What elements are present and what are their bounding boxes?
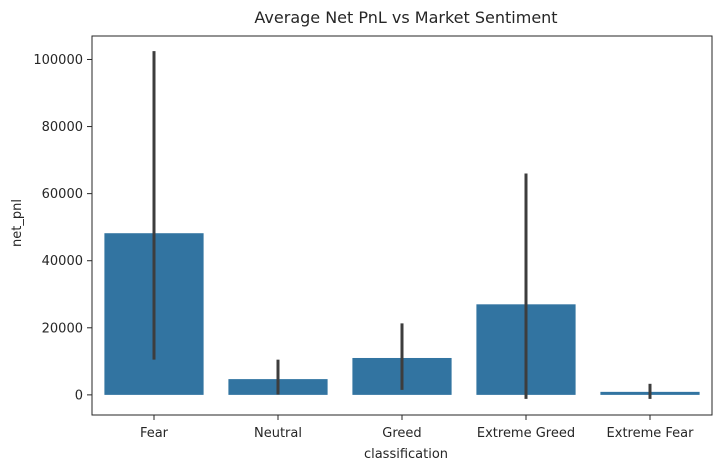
plot-area: Fear Neutral Greed Extreme Greed Extreme Fea… bbox=[33, 35, 713, 441]
y-tick-label: 60000 bbox=[42, 187, 83, 202]
x-tick-label: Neutral bbox=[254, 426, 302, 441]
y-axis-label: net_pnl bbox=[10, 199, 25, 247]
x-tick-label: Extreme Greed bbox=[477, 426, 575, 441]
x-tick-label: Greed bbox=[382, 426, 421, 441]
y-tick-label: 100000 bbox=[33, 53, 83, 68]
x-tick-label: Extreme Fear bbox=[607, 426, 695, 441]
x-tick-label: Fear bbox=[140, 426, 169, 441]
plot-frame bbox=[91, 35, 713, 416]
y-tick-label: 80000 bbox=[42, 120, 83, 135]
x-axis-label: classification bbox=[364, 447, 448, 462]
y-tick-label: 20000 bbox=[42, 321, 83, 336]
y-tick-label: 0 bbox=[75, 388, 83, 403]
y-tick-label: 40000 bbox=[42, 254, 83, 269]
chart-title: Average Net PnL vs Market Sentiment bbox=[254, 8, 557, 27]
